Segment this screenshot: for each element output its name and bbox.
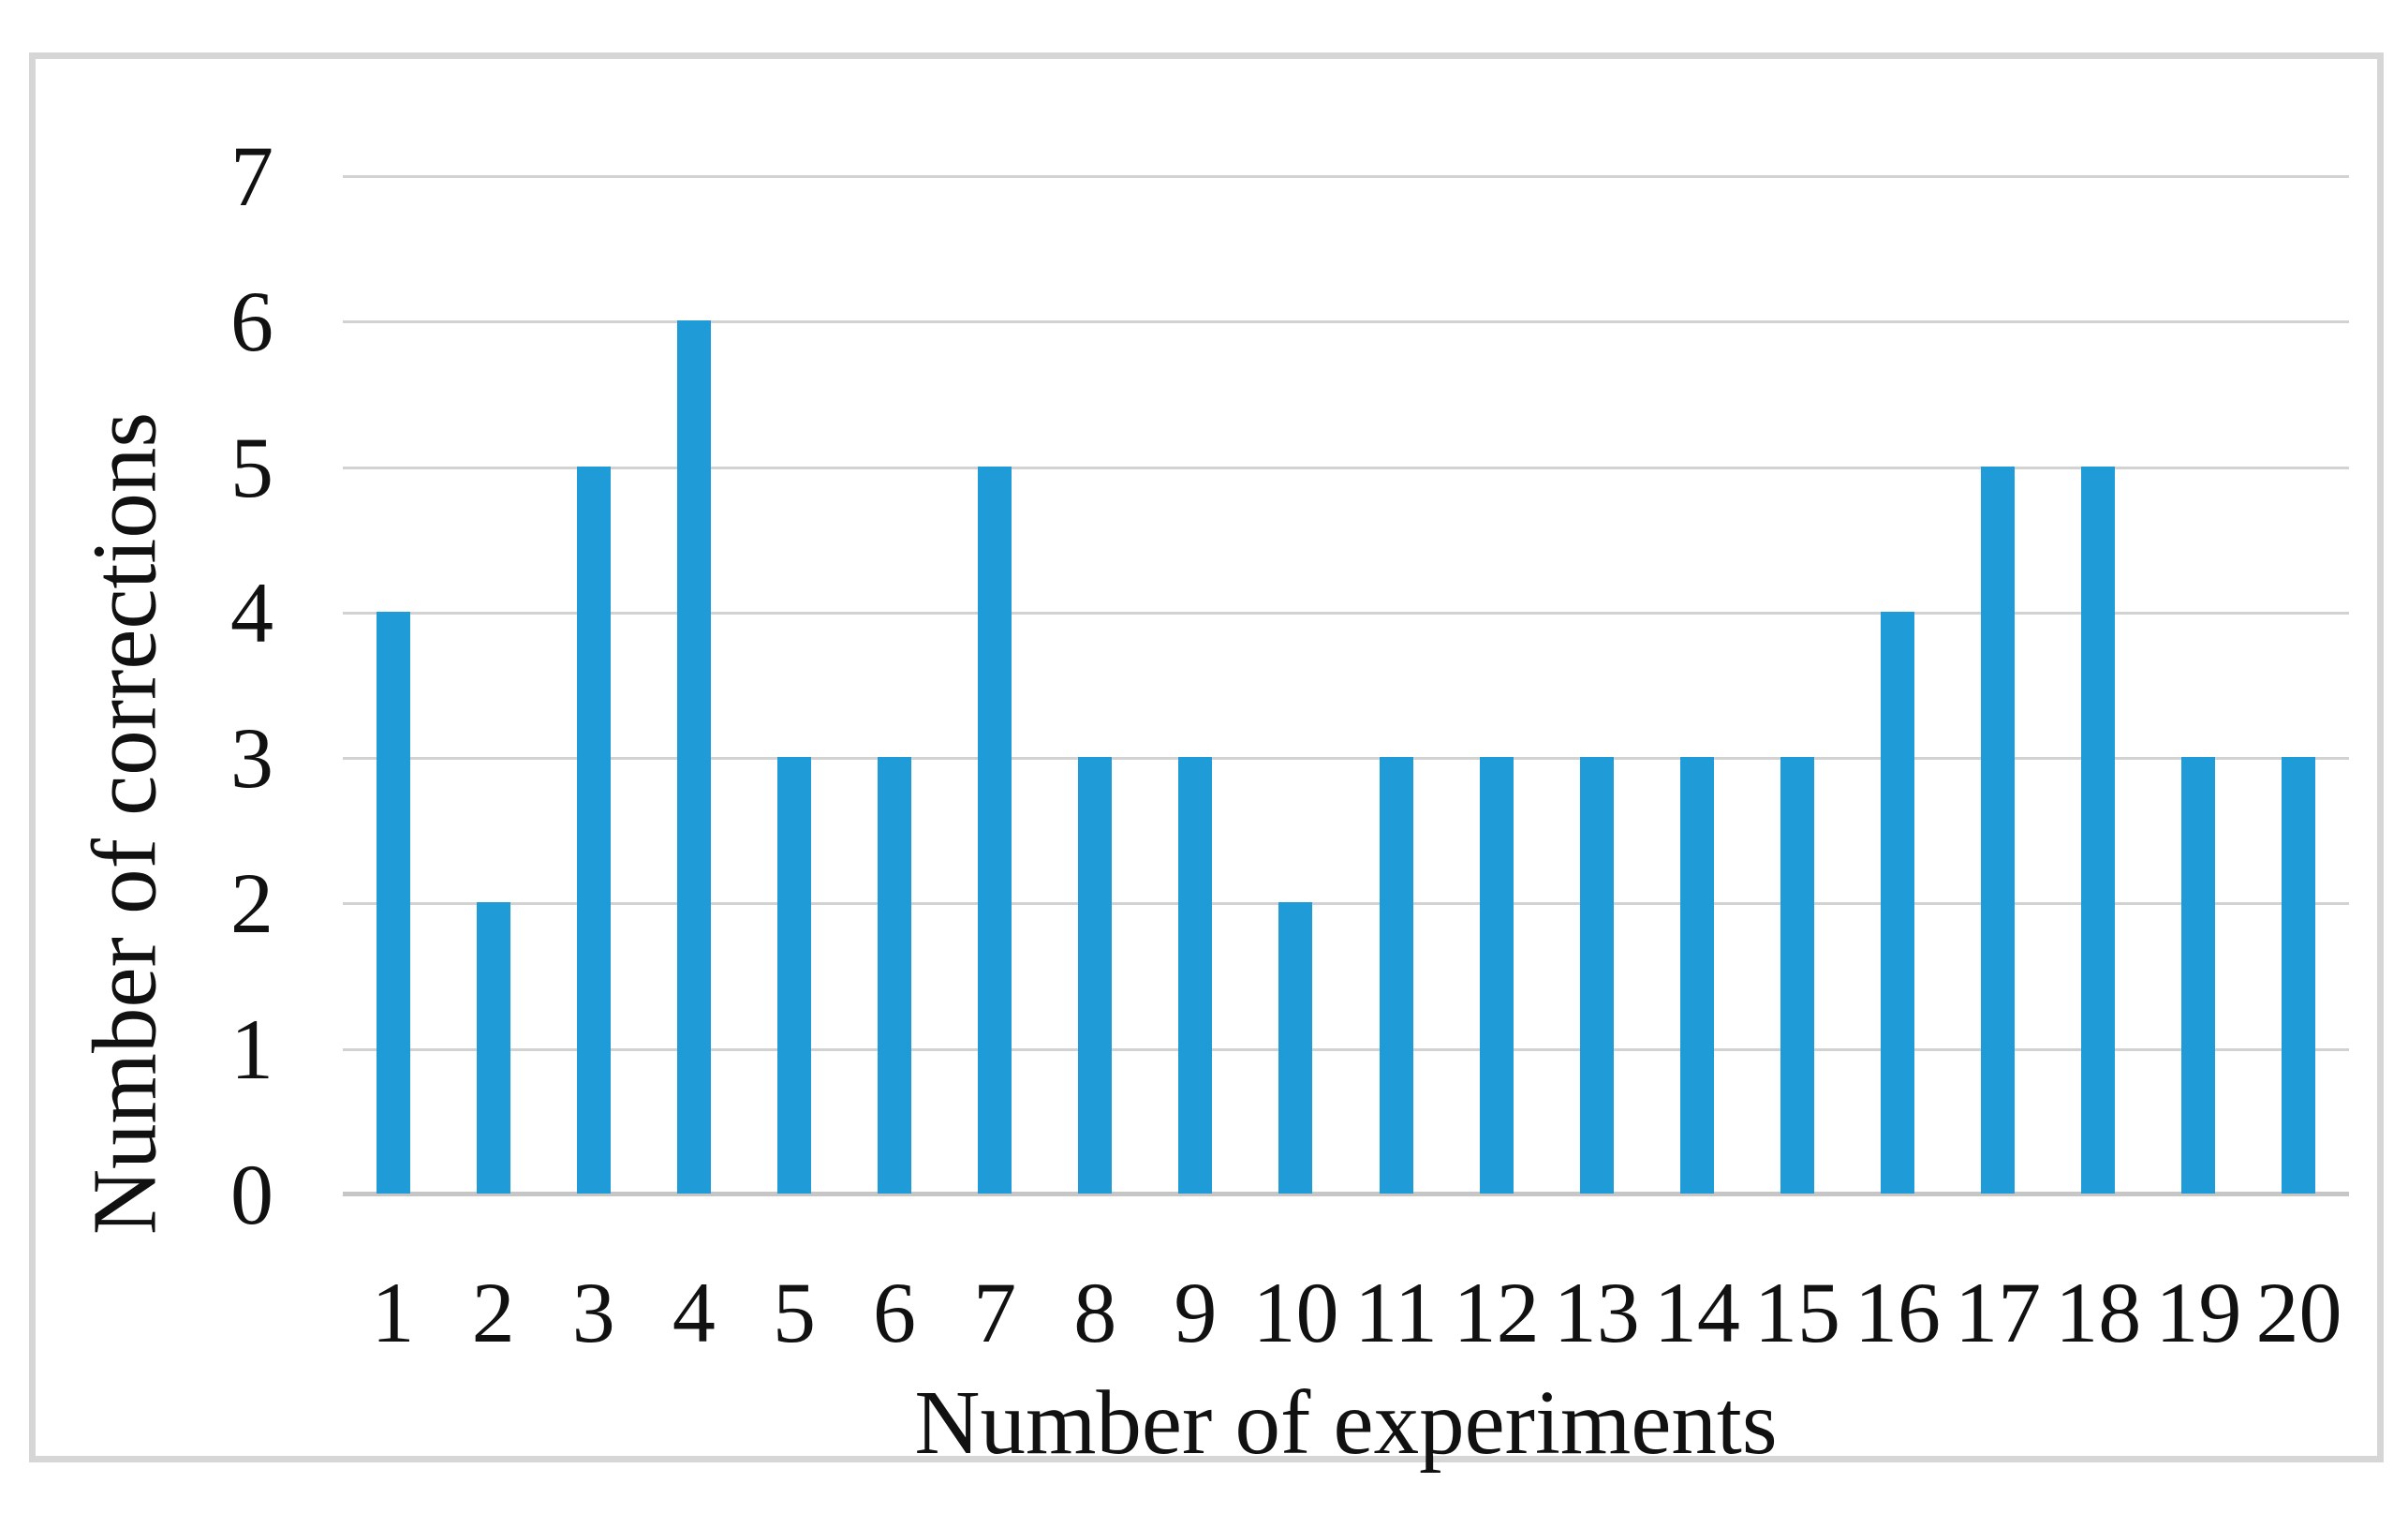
- y-tick-label: 5: [230, 419, 273, 515]
- y-tick-label: 0: [230, 1147, 273, 1242]
- x-axis-ticks: 1 2 3 4 5 6 7 8 9 10 11 12 13 14 15 16 17 18 19 20: [343, 1265, 2349, 1378]
- y-tick-label: 4: [230, 564, 273, 660]
- x-tick-label: 9: [1174, 1265, 1218, 1360]
- gridline: [343, 320, 2349, 324]
- x-tick-label: 16: [1854, 1265, 1942, 1360]
- bar: [2081, 466, 2116, 1194]
- x-tick-label: 8: [1073, 1265, 1117, 1360]
- gridline: [343, 757, 2349, 761]
- bar: [978, 466, 1012, 1194]
- bar: [1479, 757, 1514, 1194]
- bar: [1679, 757, 1714, 1194]
- x-tick-label: 10: [1252, 1265, 1339, 1360]
- y-tick-label: 2: [230, 855, 273, 952]
- x-tick-label: 20: [2255, 1265, 2342, 1360]
- bar: [376, 611, 410, 1194]
- bar: [1579, 757, 1614, 1194]
- x-tick-label: 18: [2055, 1265, 2142, 1360]
- bar: [2181, 757, 2216, 1194]
- x-tick-label: 4: [672, 1265, 716, 1360]
- y-tick-label: 7: [230, 128, 273, 224]
- plot-area: [343, 175, 2349, 1196]
- bar: [2282, 757, 2316, 1194]
- x-tick-label: 15: [1753, 1265, 1840, 1360]
- x-tick-label: 14: [1653, 1265, 1740, 1360]
- y-tick-label: 6: [230, 274, 273, 370]
- gridline: [343, 1047, 2349, 1051]
- bar: [1379, 757, 1413, 1194]
- bar: [1278, 902, 1313, 1194]
- y-tick-label: 1: [230, 1001, 273, 1097]
- bar: [878, 757, 912, 1194]
- x-tick-label: 6: [873, 1265, 917, 1360]
- x-tick-label: 3: [571, 1265, 615, 1360]
- y-axis-ticks: 0 1 2 3 4 5 6 7: [36, 131, 273, 1239]
- bar: [1780, 757, 1814, 1194]
- x-tick-label: 11: [1354, 1265, 1438, 1360]
- bar: [476, 902, 510, 1194]
- x-tick-label: 1: [371, 1265, 415, 1360]
- x-tick-label: 2: [471, 1265, 515, 1360]
- bar: [1078, 757, 1113, 1194]
- x-tick-label: 17: [1955, 1265, 2042, 1360]
- x-tick-label: 13: [1553, 1265, 1640, 1360]
- x-tick-label: 12: [1453, 1265, 1540, 1360]
- y-tick-label: 3: [230, 710, 273, 807]
- bar: [576, 466, 611, 1194]
- x-axis-baseline: [343, 1192, 2349, 1196]
- bar: [1881, 611, 1915, 1194]
- gridline: [343, 466, 2349, 469]
- x-tick-label: 5: [772, 1265, 816, 1360]
- bar: [776, 757, 811, 1194]
- x-tick-label: 7: [973, 1265, 1017, 1360]
- x-axis-title: Number of experiments: [914, 1372, 1778, 1473]
- bar: [1178, 757, 1213, 1194]
- gridline: [343, 902, 2349, 906]
- gridline: [343, 611, 2349, 615]
- x-tick-label: 19: [2155, 1265, 2242, 1360]
- gridline: [343, 175, 2349, 178]
- bar: [676, 320, 711, 1194]
- bar: [1981, 466, 2016, 1194]
